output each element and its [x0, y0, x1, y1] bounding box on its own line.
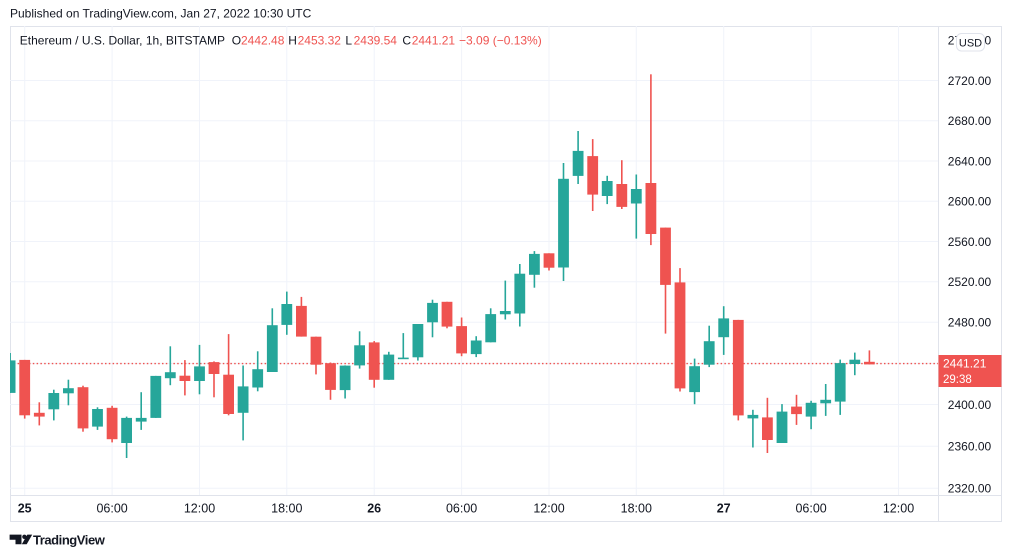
svg-text:−3.09 (−0.13%): −3.09 (−0.13%) — [459, 34, 542, 48]
svg-text:2439.54: 2439.54 — [354, 34, 398, 48]
svg-text:2400.00: 2400.00 — [948, 398, 992, 412]
svg-text:USD: USD — [959, 38, 982, 50]
svg-text:Ethereum / U.S. Dollar, 1h, BI: Ethereum / U.S. Dollar, 1h, BITSTAMP — [20, 34, 225, 48]
svg-text:2560.00: 2560.00 — [948, 235, 992, 249]
svg-text:H: H — [288, 34, 297, 48]
svg-text:2320.00: 2320.00 — [948, 482, 992, 496]
svg-text:12:00: 12:00 — [533, 502, 564, 516]
svg-text:29:38: 29:38 — [943, 374, 972, 386]
svg-text:18:00: 18:00 — [271, 502, 302, 516]
svg-text:26: 26 — [367, 502, 381, 516]
svg-text:27: 27 — [717, 502, 731, 516]
svg-text:25: 25 — [18, 502, 32, 516]
svg-text:2600.00: 2600.00 — [948, 195, 992, 209]
svg-text:2453.32: 2453.32 — [298, 34, 342, 48]
svg-text:06:00: 06:00 — [96, 502, 127, 516]
svg-text:2520.00: 2520.00 — [948, 275, 992, 289]
svg-text:06:00: 06:00 — [795, 502, 826, 516]
svg-text:2360.00: 2360.00 — [948, 440, 992, 454]
svg-text:C: C — [402, 34, 411, 48]
svg-text:2640.00: 2640.00 — [948, 154, 992, 168]
svg-text:06:00: 06:00 — [446, 502, 477, 516]
svg-text:O: O — [232, 34, 241, 48]
svg-text:TradingView: TradingView — [33, 533, 106, 548]
svg-text:18:00: 18:00 — [621, 502, 652, 516]
svg-text:12:00: 12:00 — [883, 502, 914, 516]
svg-text:2680.00: 2680.00 — [948, 114, 992, 128]
svg-text:2441.21: 2441.21 — [412, 34, 456, 48]
svg-text:L: L — [345, 34, 352, 48]
svg-text:2441.21: 2441.21 — [943, 357, 987, 371]
svg-text:Published on TradingView.com,: Published on TradingView.com, Jan 27, 20… — [10, 7, 312, 21]
svg-text:12:00: 12:00 — [184, 502, 215, 516]
svg-text:2442.48: 2442.48 — [241, 34, 285, 48]
svg-text:2480.00: 2480.00 — [948, 316, 992, 330]
svg-text:2720.00: 2720.00 — [948, 74, 992, 88]
